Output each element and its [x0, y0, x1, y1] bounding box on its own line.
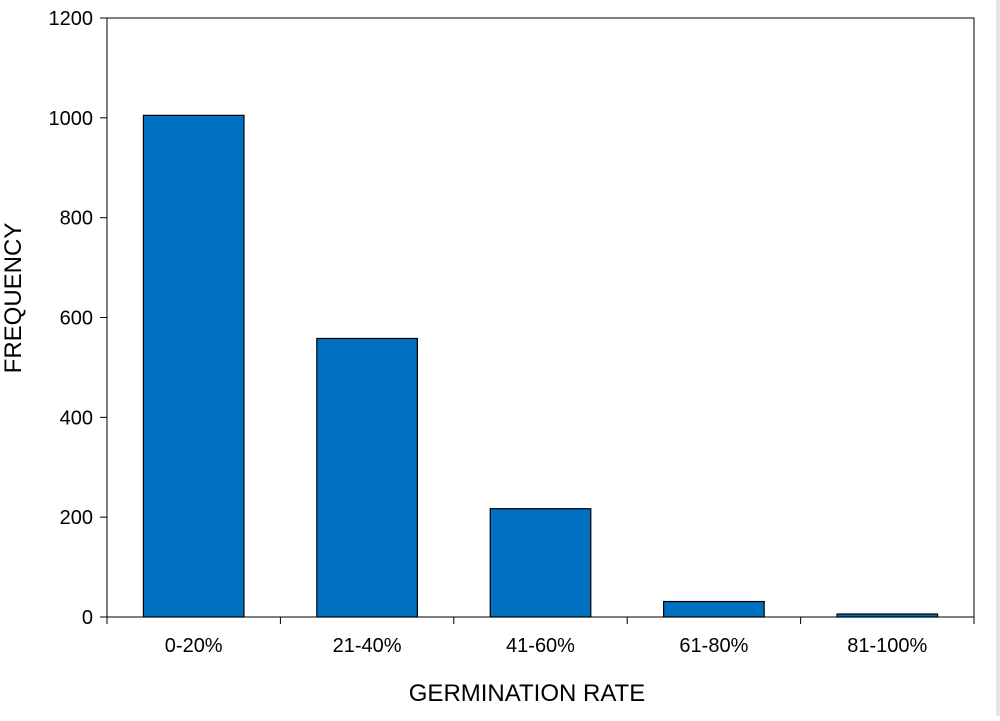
x-tick-label: 81-100%	[847, 635, 927, 657]
x-axis-label: GERMINATION RATE	[409, 680, 645, 707]
x-tick-labels: 0-20% 21-40% 41-60% 61-80% 81-100%	[165, 635, 928, 657]
y-tick-label: 600	[60, 308, 93, 330]
bar	[142, 114, 245, 618]
bar	[316, 337, 418, 618]
y-axis-label: FREQUENCY	[0, 223, 27, 374]
x-tick-label: 21-40%	[333, 635, 402, 657]
bars-group	[142, 114, 939, 618]
y-tick-label: 800	[60, 208, 93, 230]
y-tick-label: 400	[60, 407, 93, 429]
y-tick-label: 200	[60, 507, 93, 529]
y-tick-label: 1200	[49, 8, 94, 30]
x-tick-label: 61-80%	[679, 635, 748, 657]
bar	[663, 600, 765, 618]
y-tick-label: 0	[82, 607, 93, 629]
x-axis-ticks	[106, 617, 975, 624]
bar	[836, 613, 939, 618]
y-tick-label: 1000	[49, 108, 94, 130]
y-axis-ticks: 0 200 400 600 800 1000 1200	[49, 8, 107, 629]
x-tick-label: 41-60%	[506, 635, 575, 657]
bar	[489, 508, 592, 618]
x-tick-label: 0-20%	[165, 635, 223, 657]
window-edge	[996, 0, 1000, 716]
